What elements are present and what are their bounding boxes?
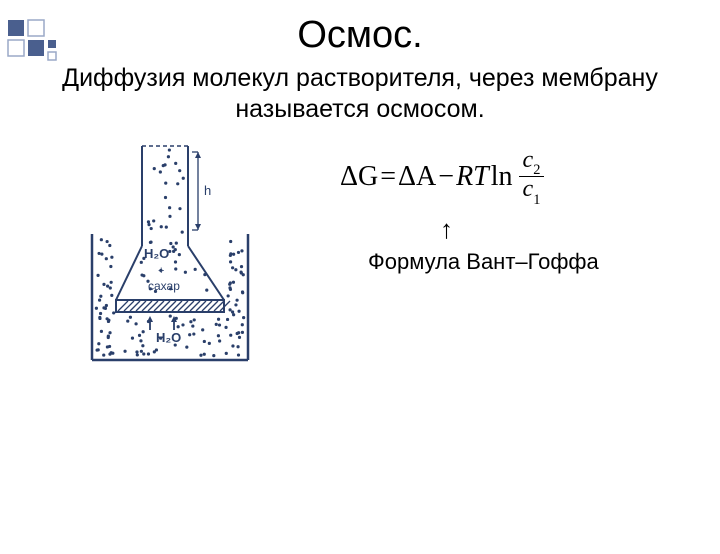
corner-decoration bbox=[0, 14, 80, 74]
equals: = bbox=[380, 161, 396, 193]
svg-text:сахар: сахар bbox=[148, 279, 180, 293]
denominator: c1 bbox=[519, 177, 545, 206]
svg-text:h: h bbox=[204, 183, 211, 198]
content-row: hH₂O+сахарH₂O ΔG = ΔA − RT ln c2 c1 ↑ Фо… bbox=[0, 138, 720, 368]
rt: RT bbox=[456, 161, 489, 193]
svg-text:H₂O: H₂O bbox=[144, 246, 169, 261]
osmosis-diagram: hH₂O+сахарH₂O bbox=[80, 138, 260, 368]
numerator: c2 bbox=[519, 148, 545, 178]
minus: − bbox=[438, 161, 454, 193]
arrow-up-icon: ↑ bbox=[440, 214, 720, 245]
vant-hoff-formula: ΔG = ΔA − RT ln c2 c1 bbox=[340, 148, 720, 207]
ln: ln bbox=[491, 161, 513, 193]
delta-a: ΔA bbox=[398, 161, 436, 193]
formula-label: Формула Вант–Гоффа bbox=[368, 249, 720, 275]
formula-block: ΔG = ΔA − RT ln c2 c1 ↑ Формула Вант–Гоф… bbox=[340, 138, 720, 368]
diagram-container: hH₂O+сахарH₂O bbox=[0, 138, 340, 368]
fraction: c2 c1 bbox=[519, 148, 545, 207]
delta-g: ΔG bbox=[340, 161, 378, 193]
page-title: Осмос. bbox=[0, 14, 720, 57]
subtitle: Диффузия молекул растворителя, через мем… bbox=[0, 63, 720, 126]
